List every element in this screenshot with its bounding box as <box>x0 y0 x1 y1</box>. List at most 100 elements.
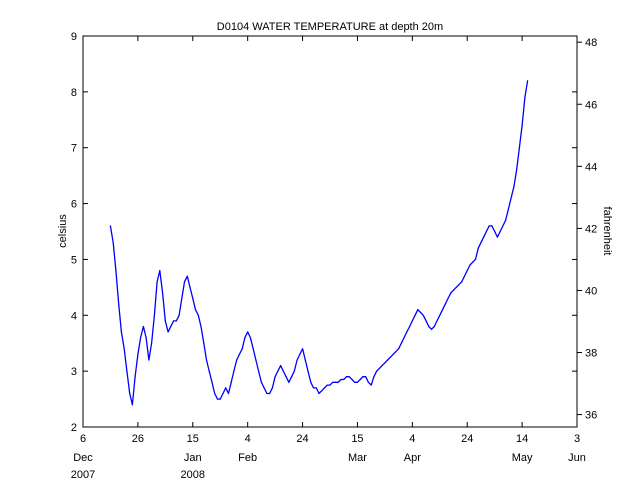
data-point <box>422 314 424 316</box>
data-point <box>466 270 468 272</box>
data-point <box>296 359 298 361</box>
data-point <box>430 328 433 330</box>
data-point <box>137 353 139 355</box>
x-tick-label: 15 <box>187 433 199 445</box>
data-point <box>280 365 282 367</box>
data-point <box>518 147 521 149</box>
data-point <box>378 367 380 369</box>
data-point <box>310 381 312 383</box>
chart-title: D0104 WATER TEMPERATURE at depth 20m <box>217 21 443 33</box>
data-point <box>186 275 188 277</box>
data-point <box>444 303 446 305</box>
data-point <box>205 359 208 361</box>
data-point <box>282 370 284 372</box>
data-point <box>238 353 240 355</box>
y2-tick-label: 48 <box>585 37 597 49</box>
x-tick-label: 24 <box>296 433 308 445</box>
data-point <box>455 286 457 288</box>
data-point <box>142 325 144 328</box>
data-point <box>181 297 183 300</box>
y-tick-label: 5 <box>71 254 77 266</box>
data-point <box>436 320 438 322</box>
data-point <box>400 342 402 344</box>
data-point <box>524 96 526 98</box>
data-point <box>200 325 202 328</box>
data-point <box>211 381 213 383</box>
data-point <box>367 381 369 383</box>
data-point <box>225 387 227 389</box>
data-point <box>411 320 413 322</box>
data-point <box>115 270 117 272</box>
data-point <box>474 258 477 260</box>
data-point <box>417 309 419 311</box>
data-point <box>425 320 427 322</box>
data-point <box>140 337 142 339</box>
data-point <box>403 337 405 339</box>
data-point <box>389 356 391 358</box>
data-point <box>483 236 485 238</box>
data-point <box>271 387 273 389</box>
y-tick-label: 7 <box>71 143 77 155</box>
data-point <box>219 398 221 400</box>
data-point <box>329 384 331 386</box>
plot-frame <box>82 35 578 428</box>
data-point <box>439 314 441 316</box>
y2-tick-label: 44 <box>585 161 597 173</box>
data-point <box>173 320 175 322</box>
data-point <box>359 378 361 381</box>
data-point <box>351 378 353 381</box>
x-month-label: Dec <box>73 452 93 464</box>
data-point <box>356 381 358 383</box>
data-point <box>376 370 378 372</box>
data-point <box>337 381 339 383</box>
y-tick-label: 4 <box>71 310 77 322</box>
data-point <box>129 392 131 395</box>
data-point <box>362 376 364 378</box>
data-point <box>241 348 243 350</box>
data-point <box>345 376 348 378</box>
data-point <box>365 376 367 378</box>
x-year-label: 2007 <box>71 469 95 480</box>
y2-tick-label: 42 <box>585 223 597 235</box>
data-point <box>392 353 394 355</box>
data-point <box>233 370 235 372</box>
data-point <box>118 303 120 305</box>
data-point <box>307 370 309 372</box>
data-point <box>288 381 290 383</box>
data-point <box>441 309 444 311</box>
data-point <box>370 384 372 386</box>
left-y-axis: 2 3 4 5 6 7 8 9 <box>71 31 577 434</box>
x-month-label: Jan <box>184 452 202 464</box>
data-point <box>499 230 501 233</box>
data-point <box>485 230 487 233</box>
data-point <box>321 390 323 392</box>
x-tick-label: 15 <box>351 433 363 445</box>
data-point <box>145 337 147 339</box>
data-point <box>463 275 466 277</box>
y2-tick-label: 46 <box>585 99 597 111</box>
data-point <box>491 225 493 227</box>
data-point <box>151 342 153 344</box>
y-tick-label: 9 <box>71 31 77 43</box>
data-point <box>318 392 320 395</box>
x-tick-label: 3 <box>574 433 580 445</box>
data-point <box>406 331 408 333</box>
data-point <box>249 337 251 339</box>
data-point <box>428 325 430 328</box>
data-point <box>222 392 224 395</box>
data-point <box>409 325 411 328</box>
data-point <box>447 297 449 300</box>
data-point <box>480 242 482 244</box>
data-point <box>293 370 295 372</box>
data-point <box>159 270 161 272</box>
data-point <box>348 376 350 378</box>
data-point <box>420 311 422 314</box>
data-point <box>178 314 180 316</box>
data-point <box>505 219 507 221</box>
y-axis-label: celsius <box>57 214 69 248</box>
data-point <box>302 348 304 350</box>
data-point <box>164 320 166 322</box>
data-point <box>387 359 389 361</box>
